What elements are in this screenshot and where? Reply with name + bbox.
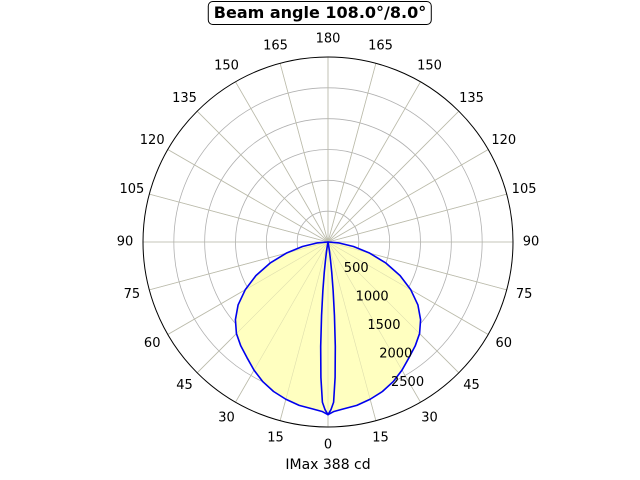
angle-tick-left-15: 15: [267, 431, 284, 446]
angle-tick-left-90: 90: [117, 235, 134, 250]
angle-tick-right-30: 30: [421, 410, 438, 425]
polar-outer-ring: [142, 56, 514, 428]
angle-tick-left-120: 120: [140, 133, 165, 148]
angle-tick-left-150: 150: [214, 59, 239, 74]
angular-gridline-overlay-30: [327, 241, 421, 403]
angle-tick-left-75: 75: [124, 287, 141, 302]
angle-tick-left-180: 180: [316, 32, 341, 47]
radial-tick-500: 500: [344, 261, 369, 276]
angle-tick-left-105: 105: [119, 182, 144, 197]
angle-tick-left-165: 165: [263, 38, 288, 53]
angle-tick-left-0: 0: [324, 438, 332, 453]
angle-tick-right-135: 135: [459, 91, 484, 106]
angular-gridline-overlay-15: [327, 241, 377, 421]
angular-gridline-overlay-105: [327, 193, 507, 243]
angular-gridline-overlay-195: [279, 63, 329, 243]
angle-tick-right-120: 120: [491, 133, 516, 148]
angular-gridline-overlay-300: [167, 241, 329, 335]
angular-gridline-overlay-225: [196, 110, 329, 243]
radial-tick-2000: 2000: [379, 346, 412, 361]
angle-tick-right-90: 90: [523, 235, 540, 250]
angular-gridline-overlay-150: [327, 81, 421, 243]
angle-tick-left-45: 45: [176, 378, 193, 393]
angular-gridline-overlay-210: [235, 81, 329, 243]
radial-tick-2500: 2500: [391, 375, 424, 390]
intensity-curve-c90-270: [319, 241, 337, 416]
angular-gridline-overlay-240: [167, 149, 329, 243]
angular-gridline-overlay-315: [196, 241, 329, 374]
angle-tick-right-150: 150: [417, 59, 442, 74]
angle-tick-right-60: 60: [496, 336, 513, 351]
angular-gridline-overlay-285: [149, 241, 329, 291]
angular-gridline-overlay-330: [235, 241, 329, 403]
angle-tick-left-135: 135: [172, 91, 197, 106]
x-axis-label: IMax 388 cd: [285, 457, 371, 473]
angle-tick-labels: 0 15 30 45 60 75 90 105 120 135 150 165 180 15 30 45 60 7…: [117, 32, 540, 453]
angle-tick-left-30: 30: [218, 410, 235, 425]
angle-tick-right-75: 75: [516, 287, 533, 302]
angular-gridline-overlay-120: [327, 149, 489, 243]
angular-gridline-overlay-45: [327, 241, 460, 374]
intensity-fill: [143, 57, 513, 427]
angle-tick-right-105: 105: [512, 182, 537, 197]
angular-gridline-overlay-165: [327, 63, 377, 243]
angle-tick-right-15: 15: [372, 431, 389, 446]
angular-gridline-overlay-75: [327, 241, 507, 291]
angle-tick-left-60: 60: [144, 336, 161, 351]
chart-title: Beam angle 108.0°/8.0°: [207, 1, 433, 25]
angular-gridline-overlay-255: [149, 193, 329, 243]
intensity-curves: [234, 241, 422, 416]
angle-tick-right-165: 165: [368, 38, 393, 53]
angular-gridline-overlay-60: [327, 241, 489, 335]
radial-tick-1000: 1000: [356, 290, 389, 305]
angle-tick-right-45: 45: [463, 378, 480, 393]
angular-gridline-overlay-345: [279, 241, 329, 421]
angular-gridline-overlay-135: [327, 110, 460, 243]
radial-tick-labels: 500 1000 1500 2000 2500: [344, 261, 424, 390]
radial-tick-1500: 1500: [367, 318, 400, 333]
